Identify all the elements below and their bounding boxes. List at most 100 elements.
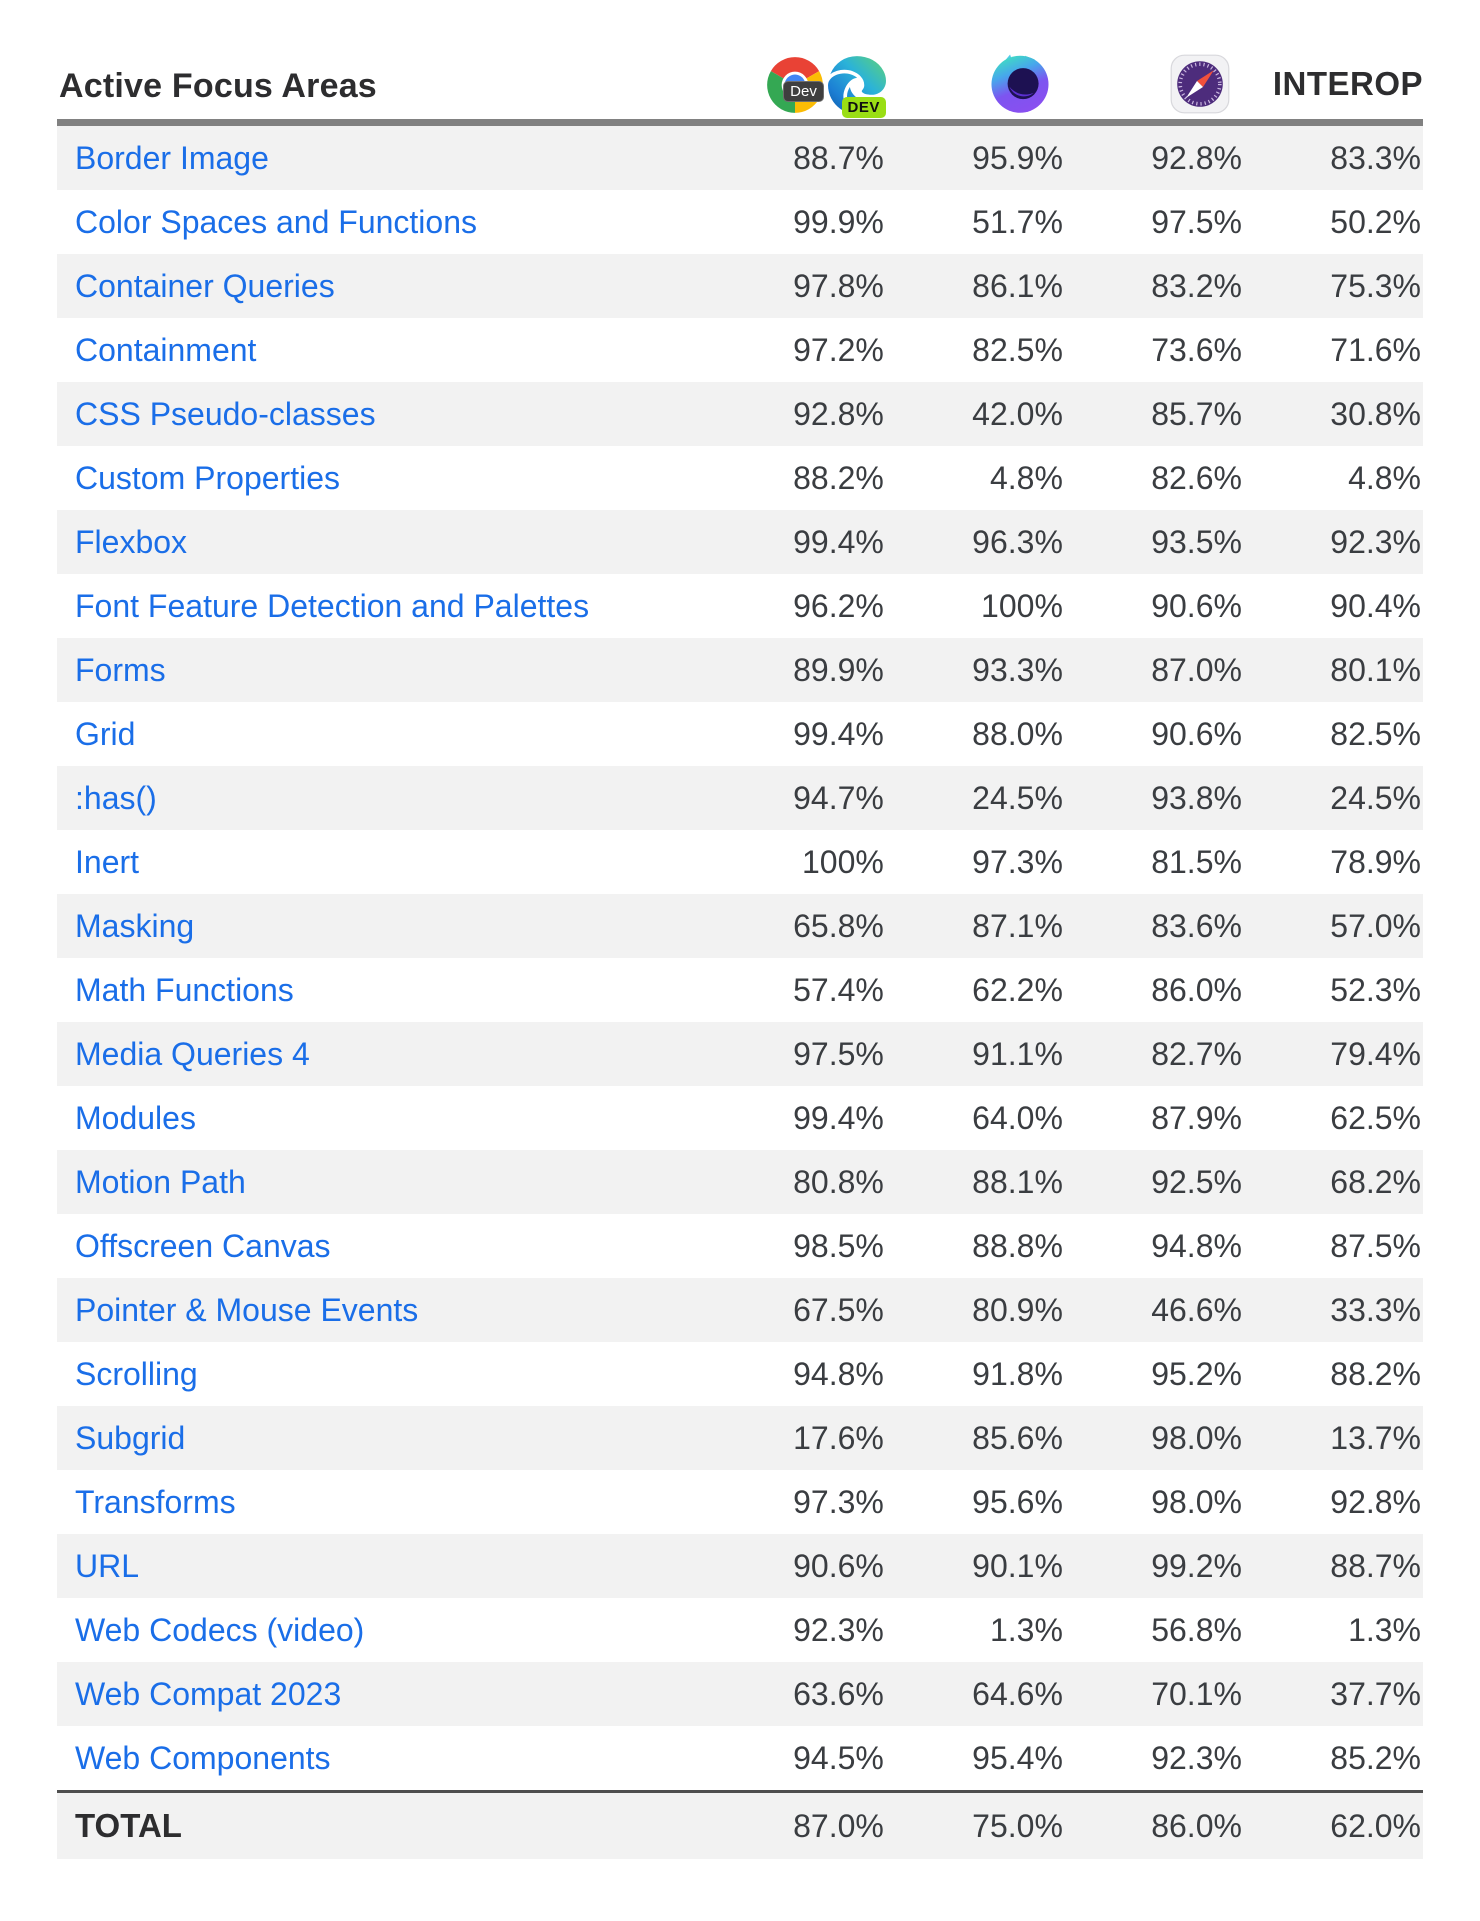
focus-area-link[interactable]: Container Queries	[75, 267, 335, 304]
focus-area-cell: Containment	[57, 318, 707, 382]
chrome-edge-column-header: Dev	[706, 0, 886, 126]
score-cell: 99.4%	[793, 523, 884, 560]
focus-area-cell: Font Feature Detection and Palettes	[57, 574, 707, 638]
score-cell: 70.1%	[1151, 1675, 1242, 1712]
focus-area-cell: Math Functions	[57, 958, 707, 1022]
edge-dev-icon: DEV	[827, 56, 886, 118]
score-cell: 80.8%	[793, 1163, 884, 1200]
table-row: Modules 99.4% 64.0% 87.9% 62.5%	[57, 1086, 1423, 1150]
focus-area-cell: Border Image	[57, 123, 707, 191]
score-cell: 4.8%	[989, 459, 1063, 496]
focus-area-cell: Modules	[57, 1086, 707, 1150]
table-row: URL 90.6% 90.1% 99.2% 88.7%	[57, 1534, 1423, 1598]
score-cell: 87.5%	[1330, 1227, 1421, 1264]
score-cell: 30.8%	[1330, 395, 1421, 432]
total-firefox-value: 75.0%	[972, 1807, 1063, 1844]
focus-area-link[interactable]: Font Feature Detection and Palettes	[75, 587, 590, 624]
focus-area-link[interactable]: Forms	[75, 651, 166, 688]
score-cell: 93.5%	[1151, 523, 1242, 560]
score-cell: 85.6%	[972, 1419, 1063, 1456]
focus-area-link[interactable]: Web Codecs (video)	[75, 1611, 365, 1648]
focus-area-link[interactable]: Math Functions	[75, 971, 294, 1008]
focus-area-link[interactable]: Web Compat 2023	[75, 1675, 342, 1712]
focus-area-cell: Web Codecs (video)	[57, 1598, 707, 1662]
focus-area-cell: Web Compat 2023	[57, 1662, 707, 1726]
score-cell: 92.8%	[793, 395, 884, 432]
score-cell: 90.4%	[1330, 587, 1421, 624]
safari-technology-preview-icon	[1170, 54, 1230, 114]
score-cell: 94.8%	[793, 1355, 884, 1392]
table-row: :has() 94.7% 24.5% 93.8% 24.5%	[57, 766, 1423, 830]
score-cell: 87.1%	[972, 907, 1063, 944]
score-cell: 85.7%	[1151, 395, 1242, 432]
focus-area-cell: Motion Path	[57, 1150, 707, 1214]
score-cell: 42.0%	[972, 395, 1063, 432]
score-cell: 93.8%	[1151, 779, 1242, 816]
score-cell: 46.6%	[1151, 1291, 1242, 1328]
focus-area-link[interactable]: Offscreen Canvas	[75, 1227, 331, 1264]
score-cell: 37.7%	[1330, 1675, 1421, 1712]
table-row: Web Components 94.5% 95.4% 92.3% 85.2%	[57, 1726, 1423, 1792]
focus-area-link[interactable]: Masking	[75, 907, 195, 944]
score-cell: 88.0%	[972, 715, 1063, 752]
focus-area-link[interactable]: Color Spaces and Functions	[75, 203, 477, 240]
score-cell: 52.3%	[1330, 971, 1421, 1008]
score-cell: 71.6%	[1330, 331, 1421, 368]
score-cell: 88.7%	[1330, 1547, 1421, 1584]
focus-area-link[interactable]: Inert	[75, 843, 140, 880]
table-row: Containment 97.2% 82.5% 73.6% 71.6%	[57, 318, 1423, 382]
focus-area-link[interactable]: Border Image	[75, 139, 269, 176]
table-row: Subgrid 17.6% 85.6% 98.0% 13.7%	[57, 1406, 1423, 1470]
focus-area-link[interactable]: Subgrid	[75, 1419, 186, 1456]
score-cell: 95.4%	[972, 1739, 1063, 1776]
score-cell: 92.8%	[1151, 139, 1242, 176]
focus-area-link[interactable]: Scrolling	[75, 1355, 198, 1392]
score-cell: 92.5%	[1151, 1163, 1242, 1200]
focus-area-cell: Offscreen Canvas	[57, 1214, 707, 1278]
focus-area-link[interactable]: Motion Path	[75, 1163, 246, 1200]
score-cell: 50.2%	[1330, 203, 1421, 240]
score-cell: 24.5%	[1330, 779, 1421, 816]
score-cell: 4.8%	[1348, 459, 1421, 496]
focus-area-cell: Grid	[57, 702, 707, 766]
score-cell: 96.3%	[972, 523, 1063, 560]
focus-area-link[interactable]: Flexbox	[75, 523, 188, 560]
score-cell: 1.3%	[989, 1611, 1063, 1648]
focus-area-link[interactable]: Pointer & Mouse Events	[75, 1291, 419, 1328]
focus-area-link[interactable]: CSS Pseudo-classes	[75, 395, 376, 432]
table-row: CSS Pseudo-classes 92.8% 42.0% 85.7% 30.8%	[57, 382, 1423, 446]
score-cell: 97.5%	[1151, 203, 1242, 240]
focus-area-link[interactable]: Web Components	[75, 1739, 331, 1776]
score-cell: 17.6%	[793, 1419, 884, 1456]
score-cell: 57.4%	[793, 971, 884, 1008]
focus-area-link[interactable]: Grid	[75, 715, 136, 752]
score-cell: 99.4%	[793, 715, 884, 752]
focus-area-cell: Color Spaces and Functions	[57, 190, 707, 254]
table-row: Pointer & Mouse Events 67.5% 80.9% 46.6% 33.…	[57, 1278, 1423, 1342]
total-safari-value: 86.0%	[1151, 1807, 1242, 1844]
score-cell: 94.5%	[793, 1739, 884, 1776]
table-row: Container Queries 97.8% 86.1% 83.2% 75.3%	[57, 254, 1423, 318]
table-row: Media Queries 4 97.5% 91.1% 82.7% 79.4%	[57, 1022, 1423, 1086]
table-row: Offscreen Canvas 98.5% 88.8% 94.8% 87.5%	[57, 1214, 1423, 1278]
score-cell: 98.0%	[1151, 1483, 1242, 1520]
score-cell: 62.2%	[972, 971, 1063, 1008]
score-cell: 82.7%	[1151, 1035, 1242, 1072]
score-cell: 93.3%	[972, 651, 1063, 688]
focus-area-link[interactable]: Modules	[75, 1099, 196, 1136]
score-cell: 88.2%	[1330, 1355, 1421, 1392]
focus-area-link[interactable]: Media Queries 4	[75, 1035, 310, 1072]
focus-area-cell: Custom Properties	[57, 446, 707, 510]
safari-column-header	[1064, 0, 1244, 126]
score-cell: 95.9%	[972, 139, 1063, 176]
score-cell: 92.3%	[1330, 523, 1421, 560]
score-cell: 64.0%	[972, 1099, 1063, 1136]
score-cell: 98.0%	[1151, 1419, 1242, 1456]
focus-area-link[interactable]: URL	[75, 1547, 140, 1584]
focus-area-link[interactable]: :has()	[75, 779, 157, 816]
focus-area-link[interactable]: Custom Properties	[75, 459, 340, 496]
focus-area-link[interactable]: Transforms	[75, 1483, 236, 1520]
table-row: Math Functions 57.4% 62.2% 86.0% 52.3%	[57, 958, 1423, 1022]
score-cell: 56.8%	[1151, 1611, 1242, 1648]
focus-area-link[interactable]: Containment	[75, 331, 257, 368]
